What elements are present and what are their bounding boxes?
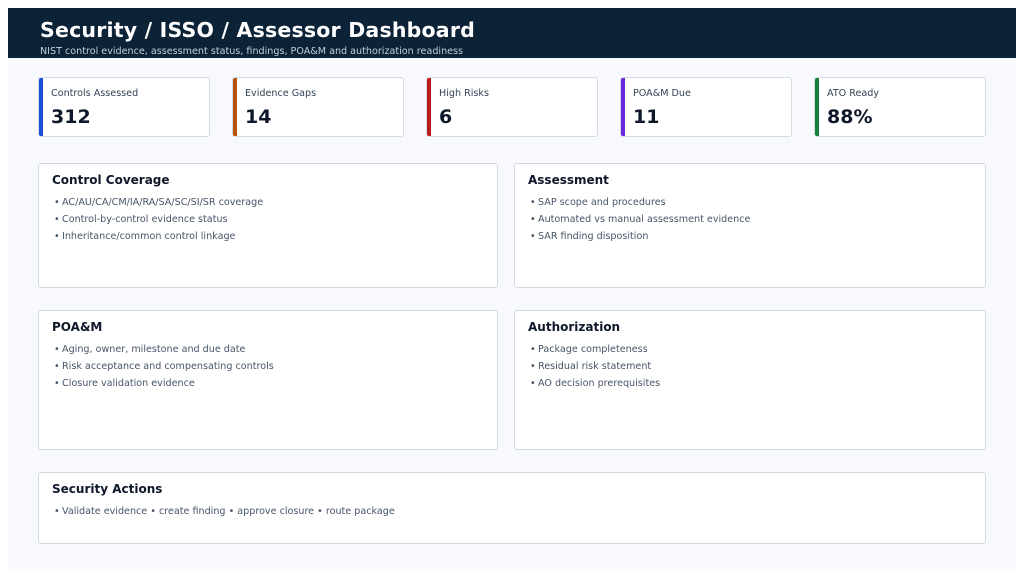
page-subtitle: NIST control evidence, assessment status… [40, 46, 464, 57]
list-item: • Automated vs manual assessment evidence [528, 211, 972, 228]
list-item: • Closure validation evidence [52, 375, 484, 392]
bullet-icon: • [54, 231, 60, 242]
kpi-value: 6 [439, 106, 453, 128]
panel-title: Authorization [528, 320, 621, 334]
panel-title: POA&M [52, 320, 103, 334]
kpi-accent-bar [427, 78, 431, 136]
actions-text[interactable]: Validate evidence • create finding • app… [62, 506, 395, 517]
kpi-label: High Risks [439, 88, 489, 99]
bullet-icon: • [54, 506, 60, 517]
kpi-accent-bar [621, 78, 625, 136]
panel-poam: POA&M • Aging, owner, milestone and due d… [38, 310, 498, 450]
kpi-label: Evidence Gaps [245, 88, 317, 99]
bullet-icon: • [54, 361, 60, 372]
kpi-label: ATO Ready [827, 88, 880, 99]
bullet-icon: • [530, 231, 536, 242]
bullet-icon: • [54, 214, 60, 225]
bullet-icon: • [530, 361, 536, 372]
list-item-text: SAR finding disposition [538, 231, 649, 242]
panel-list: • Aging, owner, milestone and due date • R… [52, 341, 484, 392]
kpi-value: 312 [51, 106, 91, 128]
list-item: • Residual risk statement [528, 358, 972, 375]
list-item-text: Control-by-control evidence status [62, 214, 228, 225]
kpi-value: 88% [827, 106, 873, 128]
panel-security-actions: Security Actions • Validate evidence • cr… [38, 472, 986, 544]
kpi-card-high-risks[interactable]: High Risks 6 [426, 77, 598, 137]
panel-control-coverage: Control Coverage • AC/AU/CA/CM/IA/RA/SA/S… [38, 163, 498, 288]
bullet-icon: • [530, 197, 536, 208]
list-item-text: Package completeness [538, 344, 648, 355]
kpi-card-ato-ready[interactable]: ATO Ready 88% [814, 77, 986, 137]
list-item: • AC/AU/CA/CM/IA/RA/SA/SC/SI/SR coverage [52, 194, 484, 211]
kpi-card-poam-due[interactable]: POA&M Due 11 [620, 77, 792, 137]
list-item-text: AO decision prerequisites [538, 378, 661, 389]
kpi-accent-bar [815, 78, 819, 136]
kpi-value: 14 [245, 106, 272, 128]
panel-list: • AC/AU/CA/CM/IA/RA/SA/SC/SI/SR coverage … [52, 194, 484, 245]
kpi-accent-bar [39, 78, 43, 136]
kpi-label: POA&M Due [633, 88, 691, 99]
list-item-text: Closure validation evidence [62, 378, 195, 389]
panel-list: • Package completeness • Residual risk sta… [528, 341, 972, 392]
panel-list: • Validate evidence • create finding • ap… [52, 503, 972, 520]
kpi-card-evidence-gaps[interactable]: Evidence Gaps 14 [232, 77, 404, 137]
panel-authorization: Authorization • Package completeness • Res… [514, 310, 986, 450]
list-item: • SAR finding disposition [528, 228, 972, 245]
panel-title: Assessment [528, 173, 609, 187]
list-item-text: Inheritance/common control linkage [62, 231, 236, 242]
list-item-text: Risk acceptance and compensating control… [62, 361, 274, 372]
list-item-text: Residual risk statement [538, 361, 652, 372]
panel-title: Security Actions [52, 482, 163, 496]
panel-assessment: Assessment • SAP scope and procedures • Au… [514, 163, 986, 288]
bullet-icon: • [54, 197, 60, 208]
list-item-text: Automated vs manual assessment evidence [538, 214, 751, 225]
kpi-card-controls-assessed[interactable]: Controls Assessed 312 [38, 77, 210, 137]
list-item: • AO decision prerequisites [528, 375, 972, 392]
bullet-icon: • [530, 378, 536, 389]
panel-title: Control Coverage [52, 173, 170, 187]
panel-list: • SAP scope and procedures • Automated vs … [528, 194, 972, 245]
list-item: • Risk acceptance and compensating contro… [52, 358, 484, 375]
list-item[interactable]: • Validate evidence • create finding • ap… [52, 503, 972, 520]
kpi-label: Controls Assessed [51, 88, 139, 99]
bullet-icon: • [530, 214, 536, 225]
list-item: • Package completeness [528, 341, 972, 358]
page-header: Security / ISSO / Assessor Dashboard NIS… [8, 8, 1016, 58]
list-item: • Control-by-control evidence status [52, 211, 484, 228]
list-item: • Inheritance/common control linkage [52, 228, 484, 245]
list-item-text: AC/AU/CA/CM/IA/RA/SA/SC/SI/SR coverage [62, 197, 264, 208]
dashboard-frame: Security / ISSO / Assessor Dashboard NIS… [8, 8, 1016, 571]
bullet-icon: • [54, 344, 60, 355]
bullet-icon: • [54, 378, 60, 389]
bullet-icon: • [530, 344, 536, 355]
kpi-value: 11 [633, 106, 660, 128]
list-item: • SAP scope and procedures [528, 194, 972, 211]
kpi-accent-bar [233, 78, 237, 136]
list-item-text: SAP scope and procedures [538, 197, 666, 208]
page-title: Security / ISSO / Assessor Dashboard [40, 18, 476, 42]
list-item: • Aging, owner, milestone and due date [52, 341, 484, 358]
list-item-text: Aging, owner, milestone and due date [62, 344, 246, 355]
